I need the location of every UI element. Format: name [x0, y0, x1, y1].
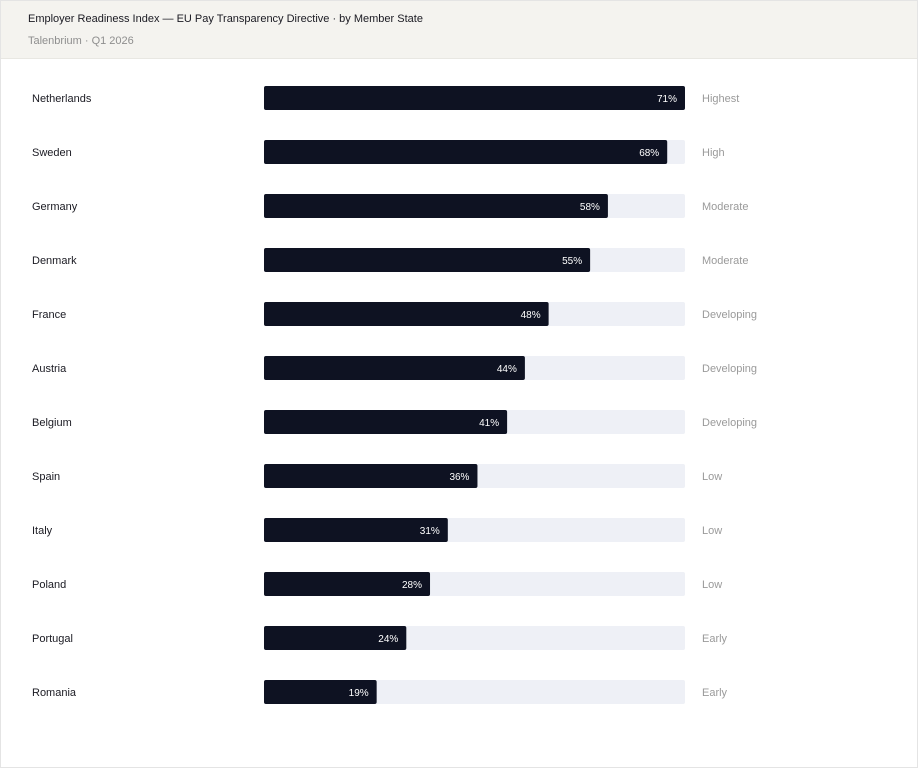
tier-label: Low [702, 525, 722, 537]
bar-row: Belgium 41% Developing [32, 410, 757, 434]
tier-label: Developing [702, 363, 757, 375]
tier-label: Moderate [702, 255, 748, 267]
tier-label: High [702, 147, 725, 159]
category-label: Denmark [32, 255, 77, 267]
bar [264, 86, 685, 110]
category-label: Sweden [32, 147, 72, 159]
tier-label: Low [702, 579, 722, 591]
category-label: Netherlands [32, 93, 92, 105]
bar-row: Netherlands 71% Highest [32, 86, 739, 110]
bar-row: Poland 28% Low [32, 572, 722, 596]
bar [264, 302, 549, 326]
bar-row: Italy 31% Low [32, 518, 722, 542]
value-label: 44% [497, 364, 517, 375]
value-label: 24% [378, 634, 398, 645]
value-label: 68% [639, 148, 659, 159]
bar-row: Denmark 55% Moderate [32, 248, 748, 272]
bar-row: Sweden 68% High [32, 140, 725, 164]
tier-label: Developing [702, 417, 757, 429]
category-label: Romania [32, 687, 77, 699]
bar-row: Germany 58% Moderate [32, 194, 748, 218]
tier-label: Moderate [702, 201, 748, 213]
category-label: Portugal [32, 633, 73, 645]
bar [264, 140, 668, 164]
bar [264, 464, 478, 488]
value-label: 31% [420, 526, 440, 537]
bar [264, 248, 591, 272]
value-label: 58% [580, 202, 600, 213]
bar-row: Romania 19% Early [32, 680, 728, 704]
category-label: Poland [32, 579, 66, 591]
tier-label: Developing [702, 309, 757, 321]
value-label: 41% [479, 418, 499, 429]
value-label: 55% [562, 256, 582, 267]
bar [264, 572, 431, 596]
category-label: Italy [32, 525, 53, 537]
bar-row: Austria 44% Developing [32, 356, 757, 380]
category-label: Belgium [32, 417, 72, 429]
bar-row: Spain 36% Low [32, 464, 722, 488]
chart-title: Employer Readiness Index — EU Pay Transp… [28, 13, 423, 25]
value-label: 71% [657, 94, 677, 105]
tier-label: Highest [702, 93, 739, 105]
bar-row: Portugal 24% Early [32, 626, 728, 650]
tier-label: Early [702, 633, 728, 645]
category-label: Austria [32, 363, 67, 375]
bar [264, 680, 377, 704]
category-label: Spain [32, 471, 60, 483]
bar [264, 626, 407, 650]
bar [264, 410, 508, 434]
chart-header: Employer Readiness Index — EU Pay Transp… [1, 1, 917, 59]
tier-label: Early [702, 687, 728, 699]
value-label: 19% [349, 688, 369, 699]
bar [264, 518, 448, 542]
bar [264, 194, 608, 218]
value-label: 36% [449, 472, 469, 483]
value-label: 48% [521, 310, 541, 321]
value-label: 28% [402, 580, 422, 591]
category-label: Germany [32, 201, 78, 213]
bar-row: France 48% Developing [32, 302, 757, 326]
bar [264, 356, 525, 380]
category-label: France [32, 309, 66, 321]
tier-label: Low [702, 471, 722, 483]
chart-subtitle: Talenbrium · Q1 2026 [28, 35, 134, 47]
